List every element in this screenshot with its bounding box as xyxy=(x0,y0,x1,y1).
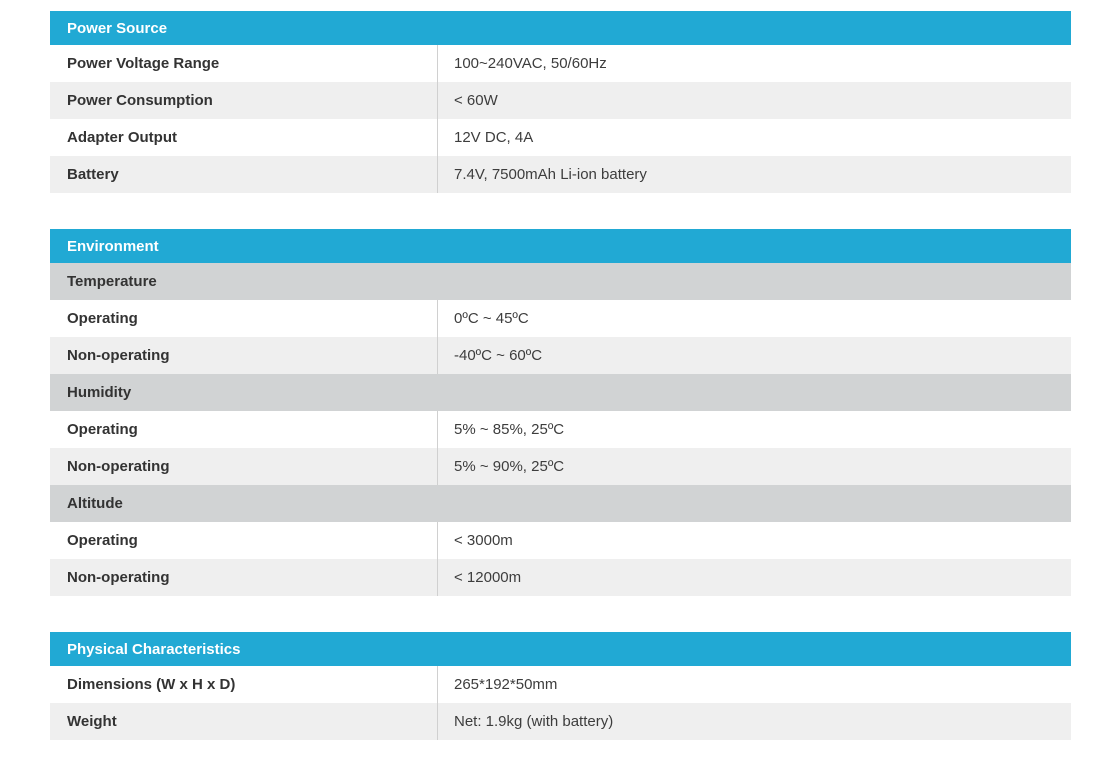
spec-value: 12V DC, 4A xyxy=(437,119,1071,156)
spec-label: Non-operating xyxy=(67,347,170,364)
spec-label: Operating xyxy=(67,532,138,549)
physical-characteristics-table: Physical Characteristics Dimensions (W x… xyxy=(50,632,1071,740)
table-row: Operating 0ºC ~ 45ºC xyxy=(50,300,1071,337)
spec-label: Power Consumption xyxy=(67,92,213,109)
table-row: Adapter Output 12V DC, 4A xyxy=(50,119,1071,156)
spec-value: < 60W xyxy=(437,82,1071,119)
table-row: Non-operating < 12000m xyxy=(50,559,1071,596)
table-row: Dimensions (W x H x D) 265*192*50mm xyxy=(50,666,1071,703)
power-source-table: Power Source Power Voltage Range 100~240… xyxy=(50,11,1071,193)
section-header-power-source: Power Source xyxy=(50,11,1071,45)
spec-label: Non-operating xyxy=(67,458,170,475)
spec-value: -40ºC ~ 60ºC xyxy=(437,337,1071,374)
table-row: Non-operating 5% ~ 90%, 25ºC xyxy=(50,448,1071,485)
subsection-header-humidity: Humidity xyxy=(50,374,1071,411)
section-header-physical-characteristics: Physical Characteristics xyxy=(50,632,1071,666)
environment-table: Environment Temperature Operating 0ºC ~ … xyxy=(50,229,1071,596)
spec-label: Operating xyxy=(67,421,138,438)
spec-label: Non-operating xyxy=(67,569,170,586)
subsection-header-temperature: Temperature xyxy=(50,263,1071,300)
spec-value: < 12000m xyxy=(437,559,1071,596)
table-row: Operating 5% ~ 85%, 25ºC xyxy=(50,411,1071,448)
spec-label: Operating xyxy=(67,310,138,327)
spec-label: Weight xyxy=(67,713,117,730)
spec-label: Power Voltage Range xyxy=(67,55,220,72)
spec-value: < 3000m xyxy=(437,522,1071,559)
spec-label: Adapter Output xyxy=(67,129,177,146)
spec-label: Battery xyxy=(67,166,119,183)
spec-value: Net: 1.9kg (with battery) xyxy=(437,703,1071,740)
table-row: Weight Net: 1.9kg (with battery) xyxy=(50,703,1071,740)
table-row: Power Consumption < 60W xyxy=(50,82,1071,119)
spec-label: Dimensions (W x H x D) xyxy=(67,676,236,693)
spec-value: 0ºC ~ 45ºC xyxy=(437,300,1071,337)
section-title: Power Source xyxy=(67,19,168,37)
spec-value: 265*192*50mm xyxy=(437,666,1071,703)
spec-value: 5% ~ 85%, 25ºC xyxy=(437,411,1071,448)
table-row: Power Voltage Range 100~240VAC, 50/60Hz xyxy=(50,45,1071,82)
table-row: Battery 7.4V, 7500mAh Li-ion battery xyxy=(50,156,1071,193)
table-row: Non-operating -40ºC ~ 60ºC xyxy=(50,337,1071,374)
subsection-header-altitude: Altitude xyxy=(50,485,1071,522)
section-title: Environment xyxy=(67,237,159,255)
spec-sheet-page: Power Source Power Voltage Range 100~240… xyxy=(50,11,1071,740)
spec-value: 100~240VAC, 50/60Hz xyxy=(437,45,1071,82)
section-title: Physical Characteristics xyxy=(67,640,241,658)
table-row: Operating < 3000m xyxy=(50,522,1071,559)
spec-value: 5% ~ 90%, 25ºC xyxy=(437,448,1071,485)
section-header-environment: Environment xyxy=(50,229,1071,263)
spec-value: 7.4V, 7500mAh Li-ion battery xyxy=(437,156,1071,193)
